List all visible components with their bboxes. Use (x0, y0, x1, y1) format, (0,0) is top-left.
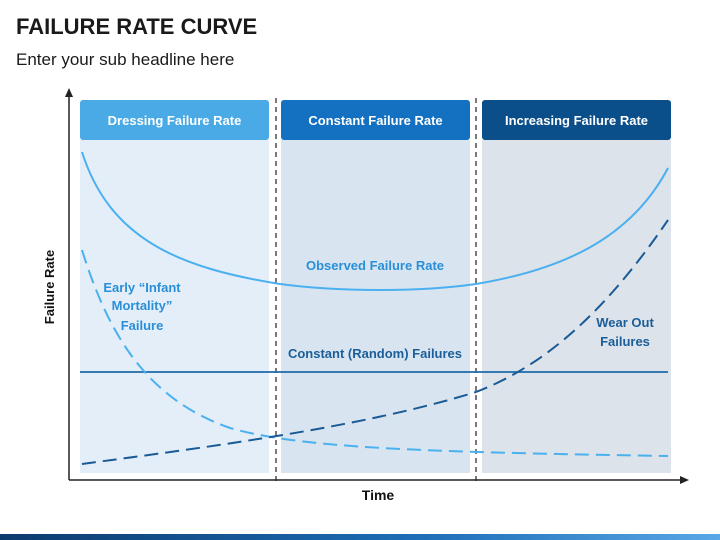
y-axis-label: Failure Rate (42, 250, 57, 324)
phase-label-2: Constant Failure Rate (308, 113, 442, 128)
footer-accent-bar (0, 534, 720, 540)
panel-constant (281, 140, 470, 473)
wear-out-curve (81, 219, 669, 465)
x-axis-arrow (680, 476, 689, 484)
x-axis-label: Time (362, 487, 395, 503)
page-subtitle: Enter your sub headline here (16, 50, 235, 69)
observed-failure-label: Observed Failure Rate (306, 258, 444, 273)
constant-failures-label: Constant (Random) Failures (288, 346, 462, 361)
wear-out-label-line-2: Failures (600, 334, 650, 349)
phase-label-1: Dressing Failure Rate (108, 113, 242, 128)
wear-out-label-line-1: Wear Out (596, 315, 654, 330)
y-axis-arrow (65, 88, 73, 97)
phase-header-3 (482, 100, 671, 140)
phase-header-2 (281, 100, 470, 140)
infant-mortality-label-line-1: Early “Infant (103, 280, 181, 295)
phase-header-1 (80, 100, 269, 140)
phase-label-3: Increasing Failure Rate (505, 113, 648, 128)
infant-mortality-label-line-3: Failure (121, 318, 164, 333)
infant-mortality-curve (81, 249, 669, 457)
panel-decreasing (80, 140, 269, 473)
observed-failure-curve (81, 151, 669, 291)
page-title: FAILURE RATE CURVE (16, 14, 258, 39)
infant-mortality-label-line-2: Mortality” (112, 298, 173, 313)
panel-increasing (482, 140, 671, 473)
